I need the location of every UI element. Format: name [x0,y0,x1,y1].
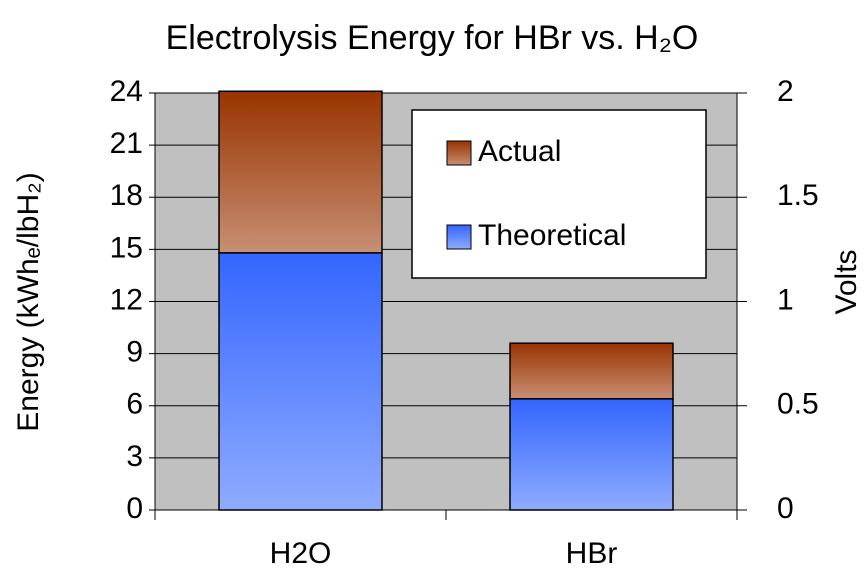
y-tick-label: 6 [126,388,143,421]
legend-label: Actual [478,135,561,168]
legend-box [411,109,707,279]
bar-segment [509,398,674,511]
y-tick-label: 3 [126,440,143,473]
y2-axis-label: Volts [830,249,863,314]
legend-label: Theoretical [478,219,626,252]
y-tick-label: 12 [110,283,143,316]
y-tick-label: 0 [126,492,143,525]
y-tick-label: 15 [110,231,143,264]
y-tick-label: 21 [110,127,143,160]
legend-swatch [446,140,472,166]
y-axis-label: Energy (kWhₑ/lbH₂) [12,172,45,432]
y2-tick-label: 0.5 [777,388,819,421]
bar-segment [218,252,383,511]
y2-tick-label: 1.5 [777,179,819,212]
x-tick-label: H2O [270,537,332,570]
y2-tick-label: 0 [777,492,794,525]
chart-title: Electrolysis Energy for HBr vs. H₂O [166,19,699,57]
bar-segment [218,90,383,254]
x-tick-label: HBr [566,537,618,570]
y2-tick-label: 1 [777,283,794,316]
y2-tick-label: 2 [777,75,794,108]
bar-segment [509,342,674,400]
legend-swatch [446,224,472,250]
y-tick-label: 9 [126,336,143,369]
y-tick-label: 24 [110,75,143,108]
y-tick-label: 18 [110,179,143,212]
